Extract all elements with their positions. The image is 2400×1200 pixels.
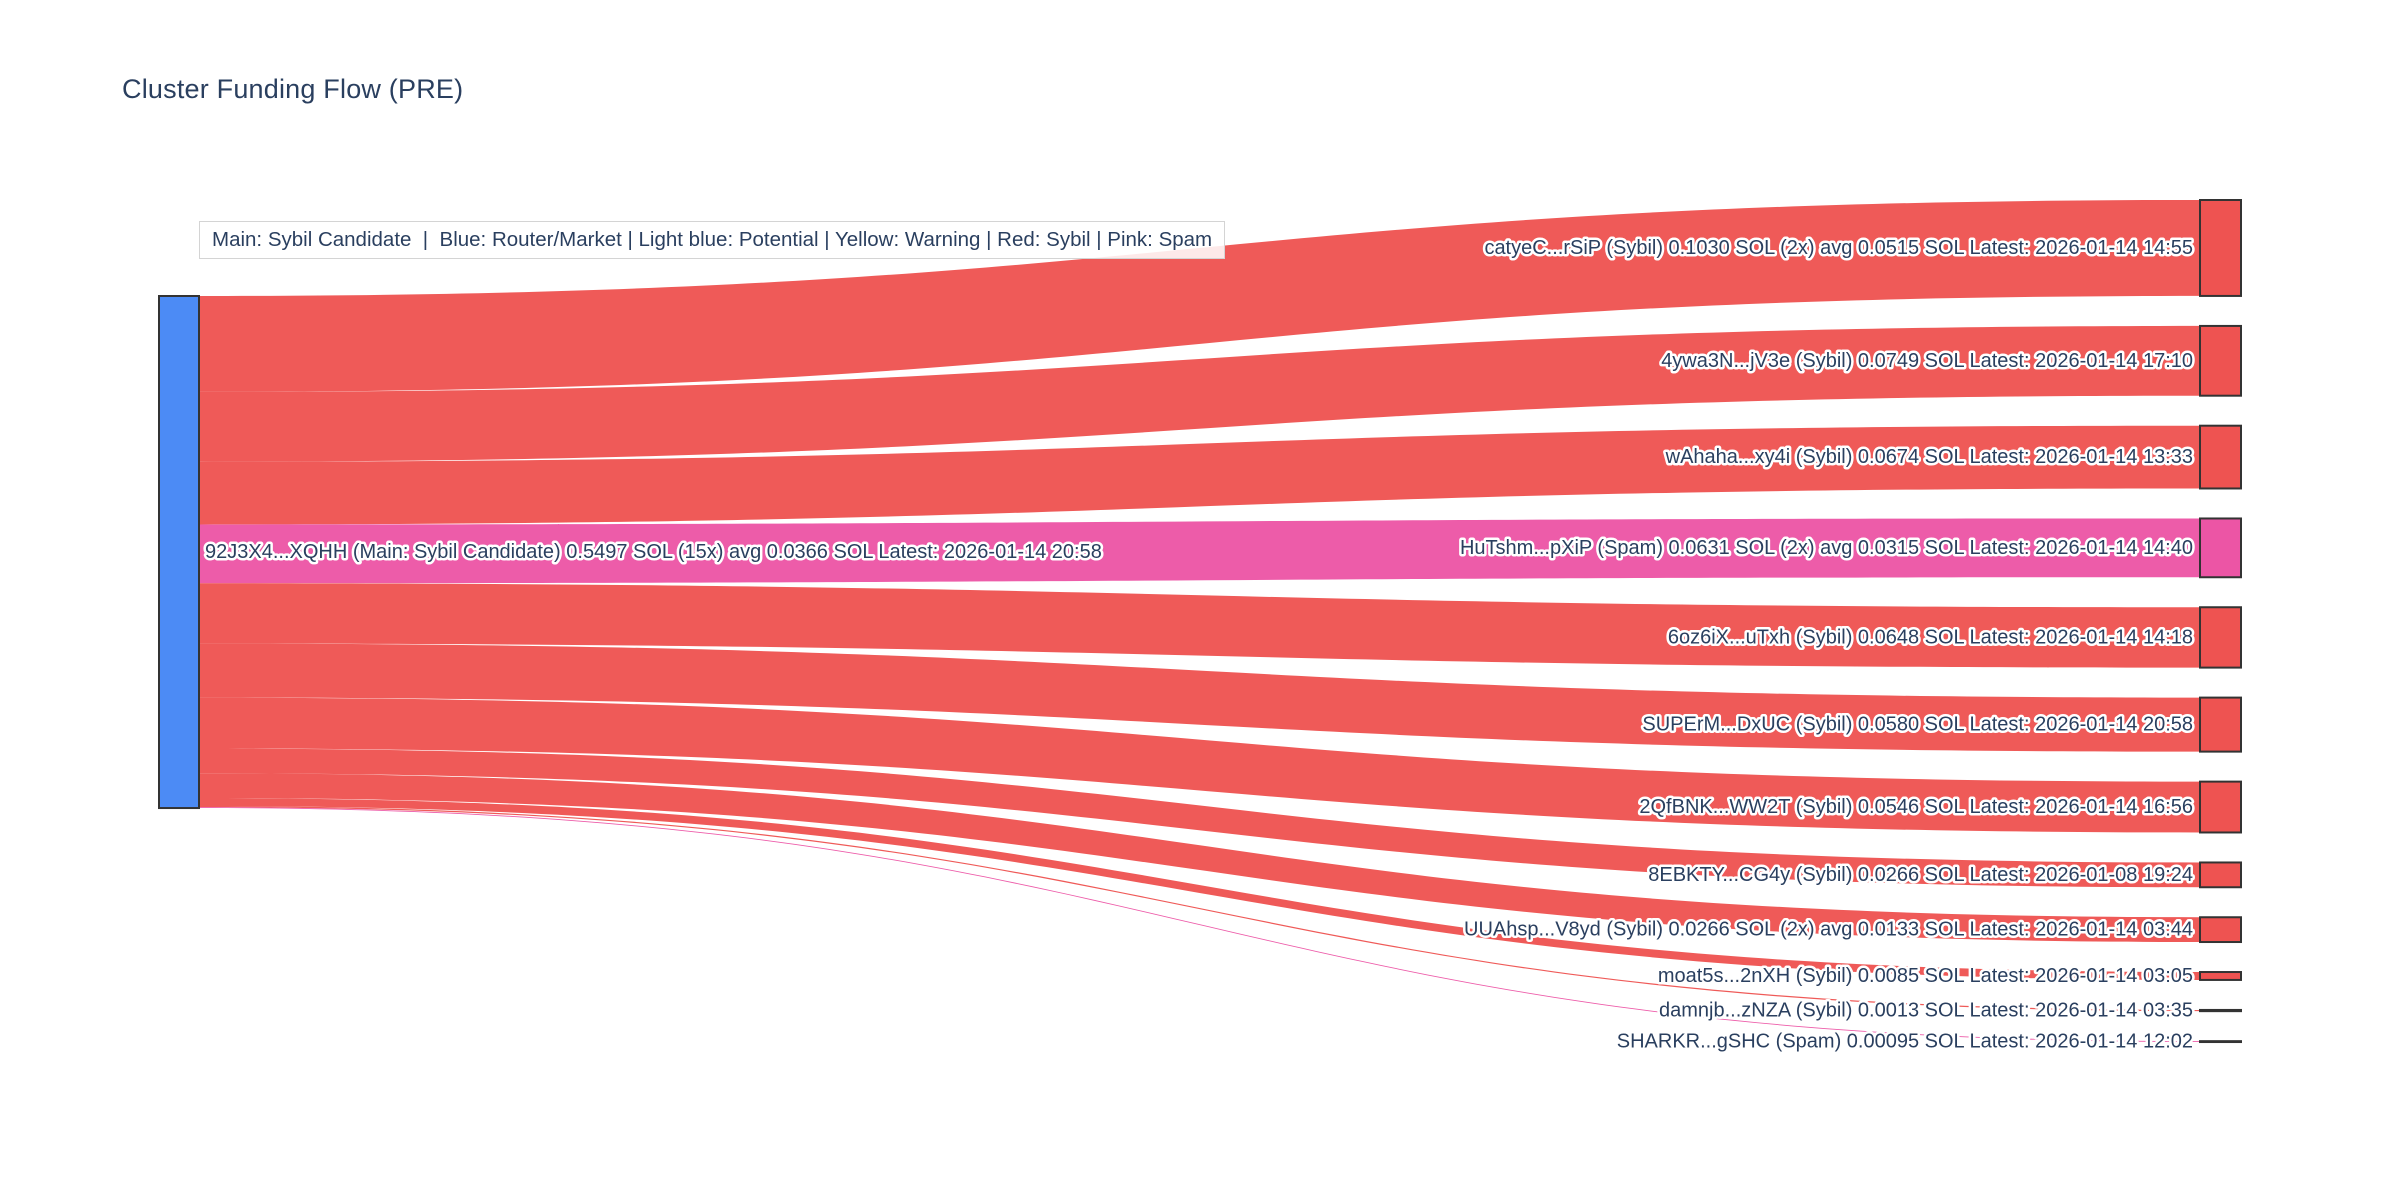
sankey-target-node-8[interactable] bbox=[2199, 916, 2242, 944]
legend-note: Main: Sybil Candidate | Blue: Router/Mar… bbox=[199, 221, 1226, 259]
sankey-link-11[interactable] bbox=[199, 807, 2200, 1043]
sankey-target-label-4: 6oz6iX...uTxh (Sybil) 0.0648 SOL Latest:… bbox=[1668, 626, 2193, 648]
sankey-target-label-9: moat5s...2nXH (Sybil) 0.0085 SOL Latest:… bbox=[1658, 965, 2193, 987]
sankey-target-node-9[interactable] bbox=[2199, 971, 2242, 981]
sankey-source-node[interactable] bbox=[158, 295, 200, 810]
sankey-target-node-6[interactable] bbox=[2199, 780, 2242, 834]
sankey-target-label-2: wAhaha...xy4i (Sybil) 0.0674 SOL Latest:… bbox=[1665, 446, 2193, 468]
sankey-source-label: 92J3X4...XQHH (Main: Sybil Candidate) 0.… bbox=[205, 541, 1102, 563]
sankey-link-1[interactable] bbox=[199, 325, 2200, 462]
sankey-target-node-2[interactable] bbox=[2199, 424, 2242, 490]
sankey-link-0[interactable] bbox=[199, 200, 2200, 392]
sankey-target-node-3[interactable] bbox=[2199, 517, 2242, 579]
sankey-target-node-7[interactable] bbox=[2199, 861, 2242, 889]
sankey-link-5[interactable] bbox=[199, 643, 2200, 752]
sankey-target-label-11: SHARKR...gSHC (Spam) 0.00095 SOL Latest:… bbox=[1617, 1031, 2193, 1053]
sankey-target-label-7: 8EBKTY...CG4y (Sybil) 0.0266 SOL Latest:… bbox=[1648, 864, 2193, 886]
sankey-link-2[interactable] bbox=[199, 425, 2200, 525]
sankey-target-node-10[interactable] bbox=[2199, 1008, 2242, 1013]
sankey-link-3[interactable] bbox=[199, 518, 2200, 584]
sankey-link-10[interactable] bbox=[199, 805, 2200, 1012]
sankey-link-8[interactable] bbox=[199, 773, 2200, 943]
sankey-link-4[interactable] bbox=[199, 583, 2200, 668]
sankey-target-node-11[interactable] bbox=[2199, 1040, 2242, 1044]
sankey-target-label-6: 2QfBNK...WW2T (Sybil) 0.0546 SOL Latest:… bbox=[1639, 796, 2193, 818]
sankey-link-6[interactable] bbox=[199, 697, 2200, 833]
sankey-target-label-10: damnjb...zNZA (Sybil) 0.0013 SOL Latest:… bbox=[1659, 1000, 2193, 1022]
chart-title: Cluster Funding Flow (PRE) bbox=[122, 74, 464, 104]
sankey-target-node-5[interactable] bbox=[2199, 696, 2242, 753]
sankey-target-node-0[interactable] bbox=[2199, 199, 2242, 297]
sankey-target-node-4[interactable] bbox=[2199, 606, 2242, 669]
sankey-target-label-3: HuTshm...pXiP (Spam) 0.0631 SOL (2x) avg… bbox=[1460, 537, 2193, 559]
sankey-link-9[interactable] bbox=[199, 798, 2200, 980]
sankey-link-7[interactable] bbox=[199, 748, 2200, 888]
sankey-target-label-8: UUAhsp...V8yd (Sybil) 0.0266 SOL (2x) av… bbox=[1464, 919, 2193, 941]
sankey-target-label-1: 4ywa3N...jV3e (Sybil) 0.0749 SOL Latest:… bbox=[1661, 350, 2193, 372]
sankey-target-label-5: SUPErM...DxUC (Sybil) 0.0580 SOL Latest:… bbox=[1642, 714, 2193, 736]
sankey-target-node-1[interactable] bbox=[2199, 324, 2242, 397]
sankey-target-label-0: catyeC...rSiP (Sybil) 0.1030 SOL (2x) av… bbox=[1484, 237, 2193, 259]
